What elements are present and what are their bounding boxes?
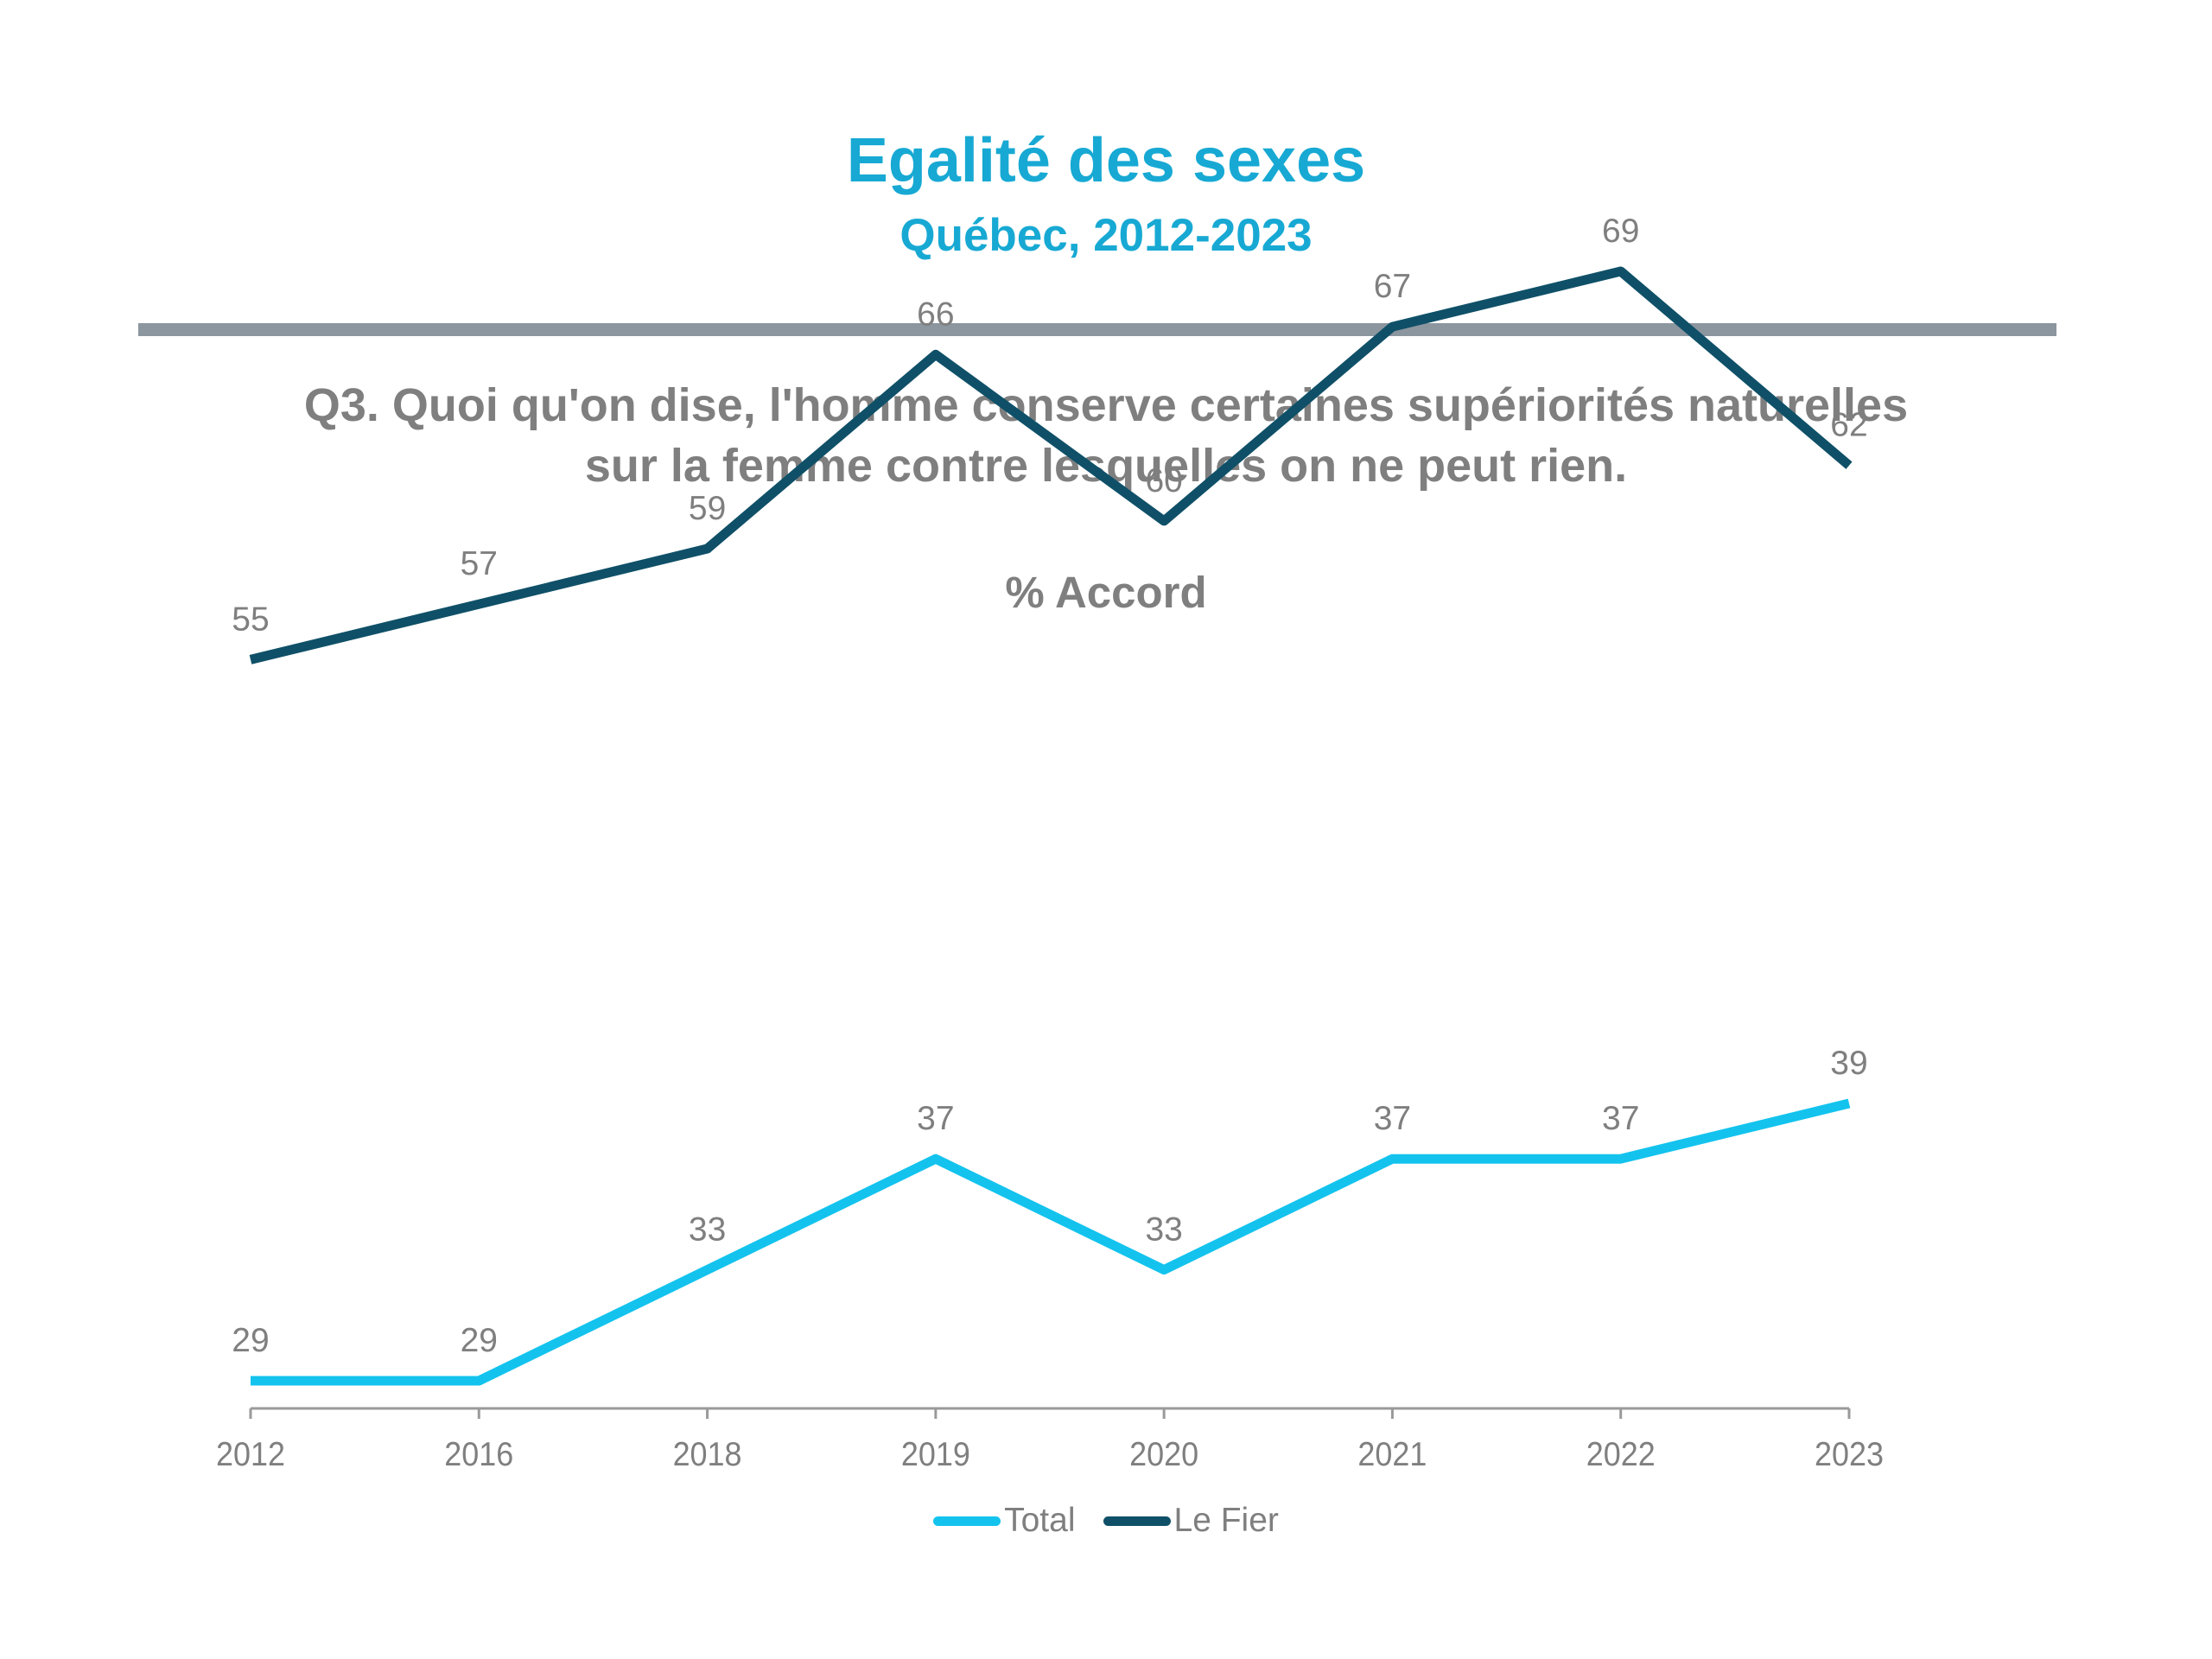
x-tick-label: 2021: [1357, 1436, 1427, 1473]
data-label: 67: [1374, 268, 1411, 305]
data-label: 62: [1830, 407, 1867, 444]
x-tick-label: 2020: [1129, 1436, 1198, 1473]
data-label: 33: [1145, 1211, 1182, 1249]
series-line-le-fier: [249, 266, 1853, 664]
data-label: 69: [1602, 213, 1639, 250]
data-label: 39: [1830, 1045, 1867, 1082]
legend-label-total: Total: [1004, 1502, 1076, 1539]
data-label: 37: [917, 1100, 954, 1137]
data-label: 66: [917, 296, 954, 333]
x-tick-label: 2019: [901, 1436, 970, 1473]
x-tick-label: 2018: [673, 1436, 742, 1473]
header-divider: [138, 323, 2056, 336]
chart-title: Egalité des sexes: [846, 126, 1366, 195]
series-line-total: [251, 1098, 1851, 1386]
data-label: 37: [1374, 1100, 1411, 1137]
data-label: 59: [689, 490, 726, 527]
legend-label-lefier: Le Fier: [1173, 1502, 1279, 1539]
x-tick-label: 2016: [444, 1436, 513, 1473]
legend-item-total: Total: [933, 1502, 1076, 1540]
data-label: 33: [689, 1211, 726, 1249]
chart-legend: Total Le Fier: [0, 1502, 2212, 1540]
data-label: 37: [1602, 1100, 1639, 1137]
data-label: 57: [461, 545, 498, 582]
x-tick-label: 2022: [1586, 1436, 1656, 1473]
question-line-1: Q3. Quoi qu'on dise, l'homme conserve ce…: [303, 379, 1909, 431]
legend-swatch-total: [933, 1516, 1001, 1526]
chart-subtitle: Québec, 2012-2023: [899, 210, 1313, 261]
measure-label: % Accord: [1005, 568, 1207, 617]
data-label: 29: [232, 1322, 269, 1359]
legend-swatch-lefier: [1103, 1516, 1171, 1526]
x-tick-label: 2012: [216, 1436, 285, 1473]
data-label: 55: [232, 601, 269, 638]
x-tick-label: 2023: [1815, 1436, 1884, 1473]
legend-item-lefier: Le Fier: [1103, 1502, 1279, 1540]
data-label: 29: [461, 1322, 498, 1359]
data-label: 60: [1145, 462, 1182, 499]
